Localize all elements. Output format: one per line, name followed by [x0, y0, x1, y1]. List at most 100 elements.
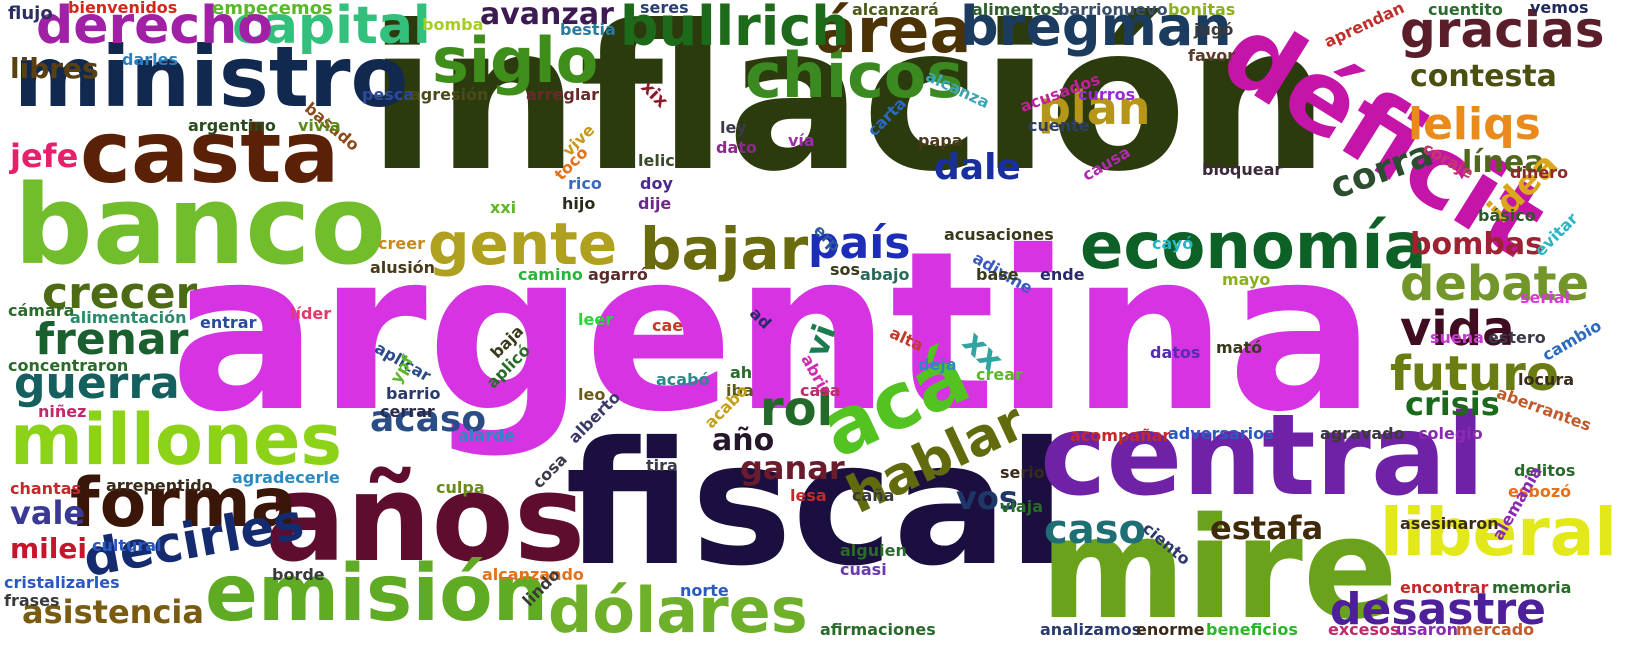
word-leer: leer: [578, 310, 614, 329]
word-mayo: mayo: [1222, 270, 1271, 289]
word-lider: líder: [290, 304, 332, 323]
word-lesa: lesa: [790, 486, 827, 505]
word-casta: casta: [80, 103, 340, 203]
word-asesinaron: asesinaron: [1400, 514, 1499, 533]
word-acabo-1: acabó: [656, 370, 710, 389]
word-bloquear: bloquear: [1202, 160, 1283, 179]
word-bienvenidos: bienvenidos: [68, 0, 178, 17]
word-suena: suena: [1430, 328, 1484, 347]
word-inflacion: inflación: [368, 0, 1330, 216]
word-pais: país: [808, 218, 911, 269]
word-chicos: chicos: [745, 39, 964, 112]
word-vida: vida: [1400, 301, 1515, 357]
word-cuente: cuente: [1028, 116, 1090, 135]
word-bregman: bregman: [960, 0, 1232, 58]
word-base: base: [976, 265, 1019, 284]
word-arrepentido: arrepentido: [106, 476, 213, 495]
word-mato: mató: [1216, 338, 1263, 357]
word-desastre: desastre: [1330, 584, 1546, 635]
word-cambio: cambio: [1539, 315, 1605, 365]
word-area: área: [815, 0, 972, 67]
word-bonitas: bonitas: [1168, 0, 1236, 19]
word-deja: deja: [918, 355, 957, 374]
word-debate: debate: [1400, 256, 1590, 312]
word-serio: serio: [1000, 463, 1045, 482]
word-fiscal: fiscal: [565, 406, 1066, 604]
word-usaron: usaron: [1396, 620, 1458, 639]
word-alarde: alarde: [458, 426, 516, 445]
word-adversarios: adversarios: [1168, 424, 1274, 443]
word-ganar: ganar: [740, 449, 845, 487]
word-leliqs: leliqs: [1408, 99, 1541, 150]
word-tira: tira: [646, 456, 678, 475]
word-hijo: hijo: [562, 194, 596, 213]
word-afirmaciones: afirmaciones: [820, 620, 936, 639]
word-alimentacion: alimentación: [70, 308, 187, 327]
word-vemos: vemos: [1530, 0, 1589, 17]
word-curros: curros: [1078, 85, 1136, 104]
word-contesta: contesta: [1410, 59, 1557, 94]
word-caso: caso: [1044, 507, 1146, 553]
word-vivia: vivía: [298, 116, 341, 135]
word-analizamos: analizamos: [1040, 620, 1142, 639]
word-frenar: frenar: [35, 314, 189, 365]
word-dale: dale: [934, 147, 1021, 188]
word-liberal: liberal: [1380, 494, 1617, 571]
word-culpa: culpa: [436, 478, 485, 497]
word-agresion: agresión: [410, 85, 489, 104]
word-papa: papa: [918, 131, 963, 150]
word-milei: milei: [10, 532, 87, 565]
word-crisis: crisis: [1405, 385, 1500, 423]
word-aprendan: aprendan: [1321, 0, 1408, 52]
word-frases: frases: [4, 591, 60, 610]
word-camara: cámara: [8, 301, 75, 320]
word-avanzar: avanzar: [480, 0, 614, 32]
word-ah: ah: [730, 363, 753, 382]
word-acompanar: acompañar: [1070, 426, 1171, 445]
word-colegio: colegio: [1418, 424, 1483, 443]
word-alguien: alguien: [840, 541, 907, 560]
word-siglo: siglo: [432, 24, 599, 97]
word-crecer: crecer: [42, 268, 198, 319]
word-estero: estero: [1488, 328, 1546, 347]
word-banco: banco: [14, 161, 387, 289]
word-economia: economía: [1080, 210, 1427, 284]
word-gente: gente: [428, 210, 618, 278]
word-anos: años: [265, 450, 586, 589]
word-ninez: niñez: [38, 402, 87, 421]
word-capital: capital: [232, 0, 431, 56]
word-darles: darles: [122, 50, 178, 69]
word-barrio: barrio: [386, 384, 441, 403]
word-linea: línea: [1462, 145, 1545, 180]
word-lelic: lelic: [638, 151, 675, 170]
word-bomba: bomba: [422, 15, 484, 34]
word-sos: sos: [830, 260, 861, 279]
word-asistencia: asistencia: [22, 593, 204, 631]
word-mire: mire: [1040, 488, 1398, 651]
word-arreglar: arreglar: [526, 85, 600, 104]
word-locura: locura: [1518, 370, 1575, 389]
word-bestia: bestia: [560, 20, 616, 39]
word-cultural: cultural: [92, 536, 162, 555]
word-ministro: ministro: [14, 28, 409, 126]
word-borde: borde: [272, 565, 325, 584]
word-alimentos: alimentos: [972, 0, 1061, 19]
word-jefe: jefe: [10, 137, 79, 175]
word-datos: datos: [1150, 343, 1201, 362]
word-bajar: bajar: [640, 215, 809, 283]
word-jugo: jugó: [1194, 20, 1234, 39]
word-encontrar: encontrar: [1400, 578, 1489, 597]
word-doy: doy: [640, 174, 673, 193]
word-guerra: guerra: [14, 358, 180, 409]
word-bullrich: bullrich: [620, 0, 850, 58]
word-delitos: delitos: [1514, 461, 1576, 480]
word-ano: año: [712, 423, 775, 458]
word-enorme: enorme: [1136, 620, 1205, 639]
word-cana: caña: [852, 486, 895, 505]
word-chantas: chantas: [10, 479, 82, 498]
word-xxi: xxi: [490, 198, 517, 217]
word-dije: dije: [638, 194, 672, 213]
word-beneficios: beneficios: [1206, 620, 1298, 639]
word-cayo: cayó: [1152, 234, 1194, 253]
